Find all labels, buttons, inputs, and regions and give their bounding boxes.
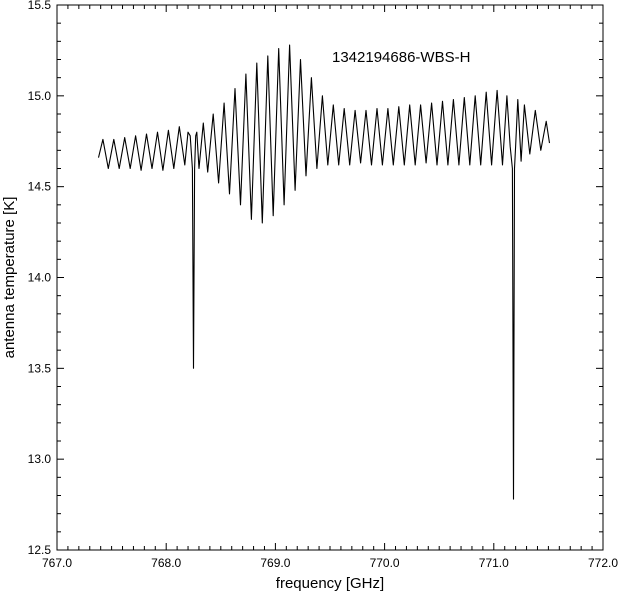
x-tick-label: 767.0 (42, 556, 72, 570)
x-tick-label: 772.0 (588, 556, 618, 570)
x-tick-label: 771.0 (479, 556, 509, 570)
series-line-spectrum (97, 44, 551, 500)
y-axis-title: antenna temperature [K] (1, 197, 18, 359)
y-tick-label: 14.5 (28, 180, 52, 194)
y-tick-label: 15.0 (28, 89, 52, 103)
y-tick-label: 13.0 (28, 452, 52, 466)
y-axis: 12.5 13.0 13.5 14.0 14.5 15.0 15.5 (28, 0, 603, 557)
x-axis-title: frequency [GHz] (276, 575, 384, 592)
y-tick-label: 14.0 (28, 271, 52, 285)
chart-annotation: 1342194686-WBS-H (332, 49, 470, 66)
y-tick-label: 15.5 (28, 0, 52, 12)
y-tick-label: 12.5 (28, 543, 52, 557)
x-tick-label: 768.0 (151, 556, 181, 570)
x-tick-label: 770.0 (370, 556, 400, 570)
y-tick-label: 13.5 (28, 361, 52, 375)
plot-frame (56, 4, 604, 551)
x-axis: 767.0 768.0 769.0 770.0 771.0 772.0 (42, 5, 618, 570)
x-tick-label: 769.0 (260, 556, 290, 570)
